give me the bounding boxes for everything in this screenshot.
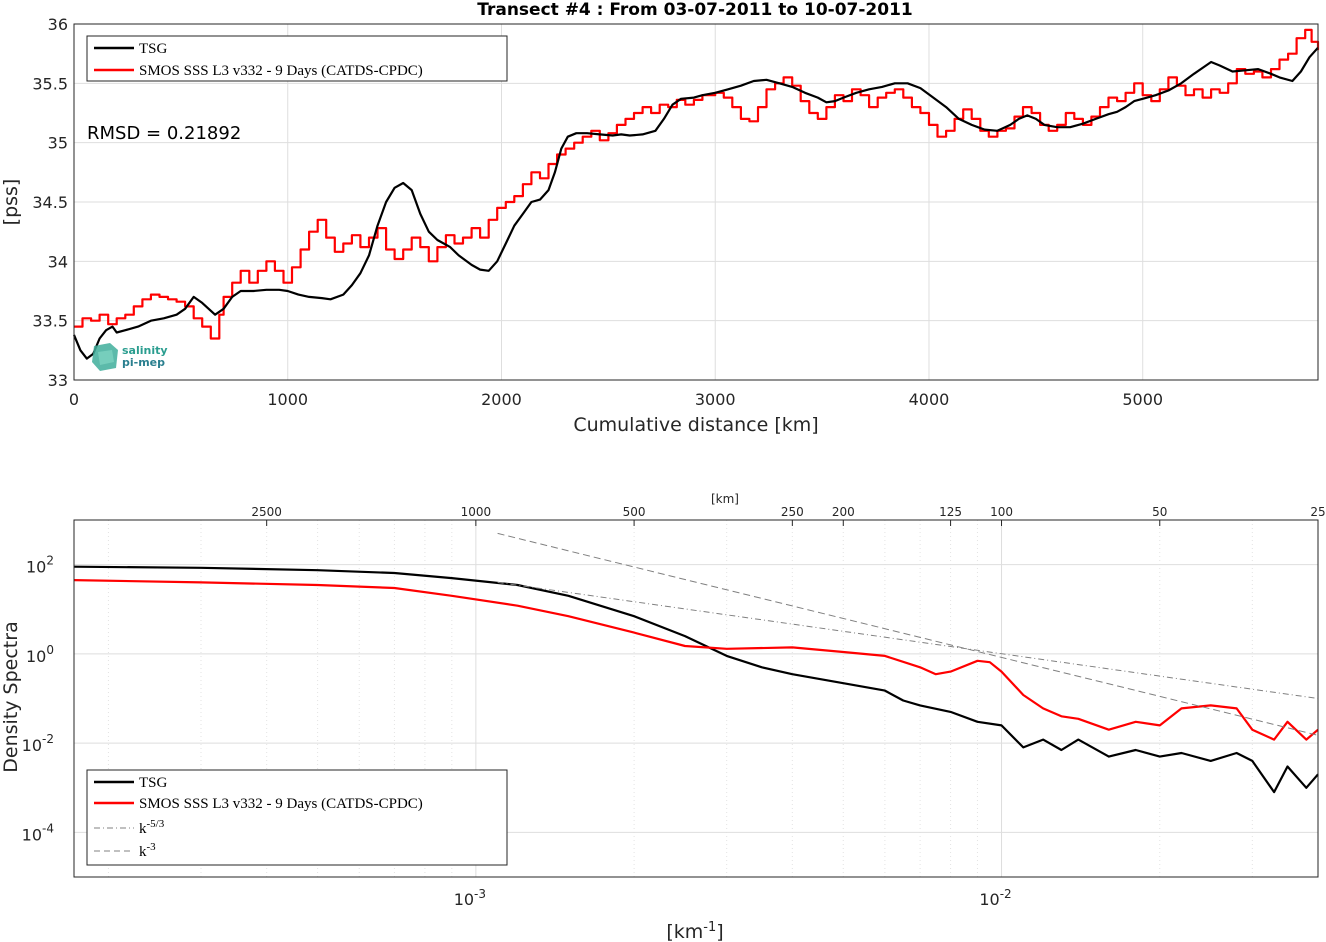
- bottom-tick-labels: 10-3 10-2 102 100 10-2 10-4 2500 1000 500 250 200 1…: [22, 505, 1326, 909]
- legend-label-tsg-2: TSG: [139, 775, 168, 791]
- bottom-legend: TSG SMOS SSS L3 v332 - 9 Days (CATDS-CPD…: [86, 769, 508, 866]
- smos-series-line: [74, 28, 1320, 340]
- top-axis-km-label: 125: [939, 505, 962, 519]
- bottom-y-tick-label: 102: [26, 554, 54, 577]
- salinity-pimep-logo: salinity pi-mep: [92, 343, 168, 371]
- top-x-tick-label: 0: [69, 390, 79, 409]
- logo-text-line2: pi-mep: [122, 356, 165, 369]
- top-axis-km-label: 50: [1152, 505, 1167, 519]
- top-axis-km-label: 200: [832, 505, 855, 519]
- top-tick-labels: 0 1000 2000 3000 4000 5000 33 33.5 34 34.5 35 35.5 3…: [32, 15, 1163, 409]
- top-axis-km-label: 250: [781, 505, 804, 519]
- top-x-tick-label: 4000: [909, 390, 950, 409]
- bottom-grid: [74, 520, 1318, 877]
- logo-text-line1: salinity: [122, 344, 168, 357]
- bottom-y-tick-label: 10-4: [22, 821, 54, 844]
- smos-spectrum-line: [73, 579, 1319, 741]
- top-axis-km-label: 100: [990, 505, 1013, 519]
- bottom-plot-frame: [73, 519, 1319, 878]
- top-series-lines: [72, 28, 1320, 360]
- top-chart-title: Transect #4 : From 03-07-2011 to 10-07-2…: [477, 0, 913, 20]
- top-axis-km-label: 25: [1310, 505, 1325, 519]
- top-y-tick-label: 34.5: [32, 193, 68, 212]
- bottom-x-tick-label: 10-3: [454, 887, 486, 909]
- tsg-series-line: [72, 46, 1319, 360]
- bottom-y-tick-label: 100: [26, 643, 54, 666]
- top-x-axis-label: Cumulative distance [km]: [573, 414, 818, 436]
- rmsd-annotation: RMSD = 0.21892: [87, 123, 241, 144]
- bottom-series-lines: [73, 532, 1319, 794]
- k53-reference-line: [497, 581, 1319, 699]
- top-legend: TSG SMOS SSS L3 v332 - 9 Days (CATDS-CPD…: [86, 35, 508, 82]
- top-y-tick-label: 36: [48, 15, 68, 34]
- legend-label-k3: k-3: [139, 841, 156, 860]
- top-y-tick-label: 35.5: [32, 74, 68, 93]
- top-plot-frame: [73, 23, 1319, 381]
- bottom-y-tick-label: 10-2: [22, 732, 54, 755]
- density-spectra-plot: 10-3 10-2 102 100 10-2 10-4 2500 1000 500 250 200 1…: [0, 492, 1326, 942]
- top-axis-unit-label: [km]: [711, 492, 739, 506]
- top-y-tick-label: 35: [48, 134, 68, 153]
- legend-label-tsg: TSG: [139, 41, 168, 57]
- top-axis-km-label: 1000: [461, 505, 492, 519]
- top-y-tick-label: 33: [48, 371, 68, 390]
- salinity-transect-plot: Transect #4 : From 03-07-2011 to 10-07-2…: [0, 0, 1320, 436]
- top-axis-km-label: 500: [623, 505, 646, 519]
- bottom-y-axis-label: Density Spectra: [0, 621, 22, 772]
- top-axis-km-label: 2500: [251, 505, 282, 519]
- top-x-tick-label: 3000: [695, 390, 736, 409]
- top-x-tick-label: 5000: [1122, 390, 1163, 409]
- logo-mark-inner: [98, 350, 114, 365]
- top-y-tick-label: 33.5: [32, 312, 68, 331]
- top-y-axis-label: [pss]: [0, 179, 22, 226]
- bottom-x-axis-label: [km-1]: [666, 920, 723, 942]
- top-x-tick-label: 1000: [267, 390, 308, 409]
- k3-reference-line: [497, 532, 1319, 736]
- bottom-legend-box: [86, 769, 508, 866]
- top-x-tick-label: 2000: [481, 390, 522, 409]
- legend-label-smos: SMOS SSS L3 v332 - 9 Days (CATDS-CPDC): [139, 63, 423, 79]
- top-y-tick-label: 34: [48, 252, 68, 271]
- bottom-x-tick-label: 10-2: [979, 887, 1011, 909]
- tsg-spectrum-line: [73, 565, 1319, 794]
- top-legend-box: [86, 35, 508, 82]
- legend-label-smos-2: SMOS SSS L3 v332 - 9 Days (CATDS-CPDC): [139, 796, 423, 812]
- legend-label-k53: k-5/3: [139, 818, 165, 837]
